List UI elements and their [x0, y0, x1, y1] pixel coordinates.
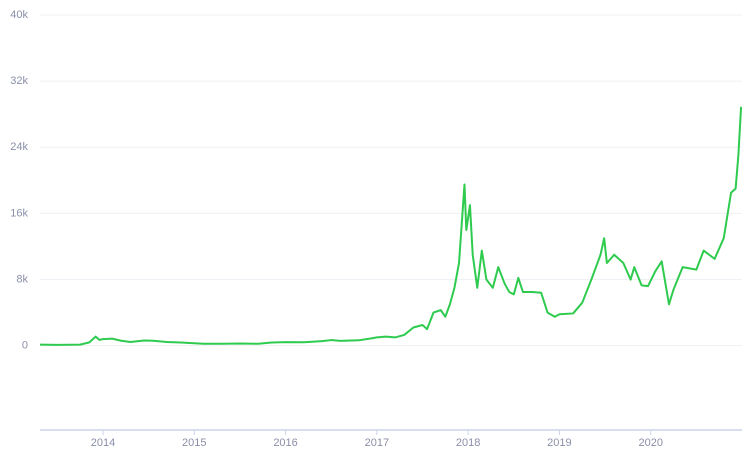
y-tick-label: 16k — [10, 207, 28, 219]
x-tick-label: 2014 — [91, 437, 115, 449]
x-tick-label: 2017 — [365, 437, 389, 449]
x-tick-label: 2016 — [273, 437, 297, 449]
y-tick-label: 40k — [10, 9, 28, 21]
y-tick-label: 8k — [16, 273, 28, 285]
y-tick-label: 32k — [10, 75, 28, 87]
x-tick-label: 2019 — [547, 437, 571, 449]
y-tick-label: 0 — [22, 340, 28, 352]
y-tick-label: 24k — [10, 141, 28, 153]
x-tick-label: 2020 — [638, 437, 662, 449]
x-tick-label: 2015 — [182, 437, 206, 449]
price-line — [39, 106, 743, 346]
x-tick-label: 2018 — [456, 437, 480, 449]
